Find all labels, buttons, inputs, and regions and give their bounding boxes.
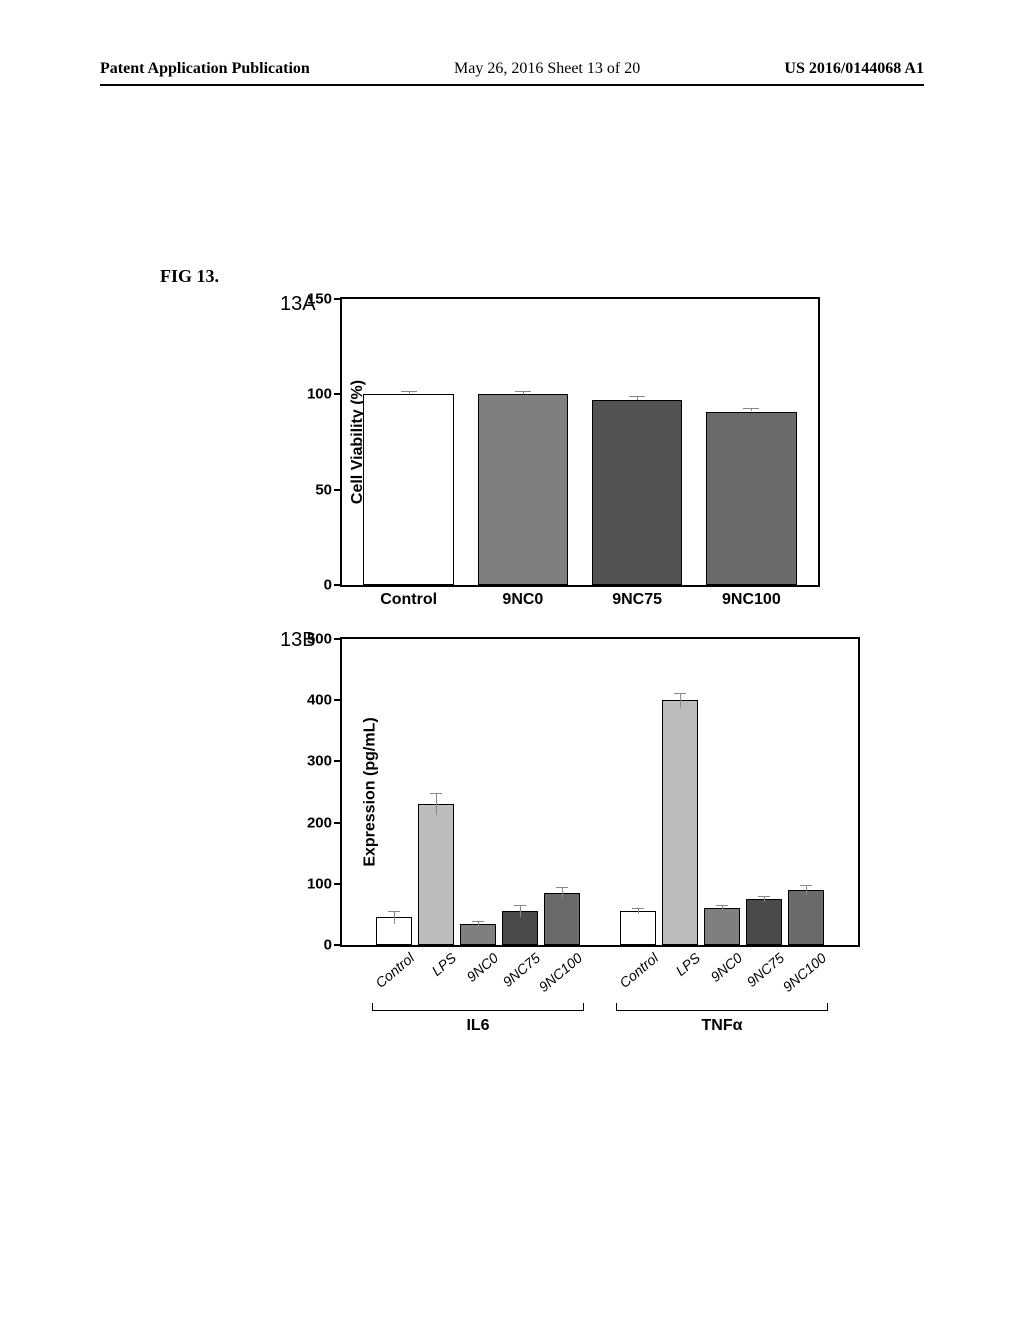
ytick-label: 100	[307, 386, 342, 403]
error-bar	[680, 693, 681, 708]
chart-13b-ylabel: Expression (pg/mL)	[362, 717, 380, 866]
error-bar	[436, 793, 437, 815]
group-bracket	[616, 1003, 828, 1011]
ytick-label: 400	[307, 692, 342, 709]
ytick-label: 150	[307, 291, 342, 308]
group-bracket	[372, 1003, 584, 1011]
error-cap	[716, 905, 728, 906]
error-cap	[632, 908, 644, 909]
bar	[706, 412, 796, 586]
error-cap	[800, 885, 812, 886]
ytick-label: 500	[307, 631, 342, 648]
x-category-label: 9NC0	[502, 585, 543, 609]
x-category-label: 9NC0	[704, 945, 746, 985]
ytick-label: 50	[315, 481, 342, 498]
bar	[363, 394, 453, 585]
error-bar	[394, 911, 395, 923]
x-category-label: 9NC0	[460, 945, 502, 985]
bar	[620, 911, 656, 945]
ytick-label: 0	[324, 937, 342, 954]
x-category-label: Control	[380, 585, 437, 609]
chart-13b: Expression (pg/mL) 0100200300400500Contr…	[340, 637, 860, 947]
error-bar	[806, 885, 807, 895]
bar	[478, 394, 568, 585]
header-left: Patent Application Publication	[100, 60, 310, 78]
error-cap	[629, 396, 645, 397]
page: Patent Application Publication May 26, 2…	[0, 0, 1024, 1320]
x-category-label: LPS	[425, 945, 459, 979]
error-bar	[562, 887, 563, 899]
x-category-label: Control	[368, 945, 417, 991]
error-cap	[674, 693, 686, 694]
chart-13a: Cell Viability (%) 050100150Control9NC09…	[340, 297, 820, 587]
bar	[788, 890, 824, 945]
ytick-label: 0	[324, 577, 342, 594]
header-mid: May 26, 2016 Sheet 13 of 20	[454, 60, 640, 78]
error-cap	[743, 408, 759, 409]
error-cap	[401, 391, 417, 392]
bar	[544, 893, 580, 945]
header-rule	[100, 84, 924, 86]
header-right: US 2016/0144068 A1	[784, 60, 924, 78]
bar	[418, 804, 454, 945]
figure-label: FIG 13.	[160, 266, 924, 287]
error-cap	[515, 391, 531, 392]
x-category-label: 9NC100	[776, 945, 829, 995]
ytick-label: 200	[307, 814, 342, 831]
figures-container: 13A Cell Viability (%) 050100150Control9…	[270, 297, 890, 947]
ytick-label: 300	[307, 753, 342, 770]
error-cap	[388, 911, 400, 912]
page-header: Patent Application Publication May 26, 2…	[100, 60, 924, 78]
x-category-label: 9NC75	[612, 585, 662, 609]
x-category-label: Control	[612, 945, 661, 991]
x-category-label: LPS	[669, 945, 703, 979]
bar	[662, 700, 698, 945]
group-label: TNFα	[702, 1017, 743, 1035]
bar	[460, 924, 496, 945]
ytick-label: 100	[307, 875, 342, 892]
group-label: IL6	[466, 1017, 489, 1035]
error-bar	[520, 905, 521, 917]
x-category-label: 9NC100	[722, 585, 781, 609]
error-cap	[758, 896, 770, 897]
bar	[704, 908, 740, 945]
x-category-label: 9NC100	[532, 945, 585, 995]
bar	[592, 400, 682, 585]
error-cap	[472, 921, 484, 922]
error-cap	[430, 793, 442, 794]
bar	[746, 899, 782, 945]
error-cap	[556, 887, 568, 888]
error-cap	[514, 905, 526, 906]
